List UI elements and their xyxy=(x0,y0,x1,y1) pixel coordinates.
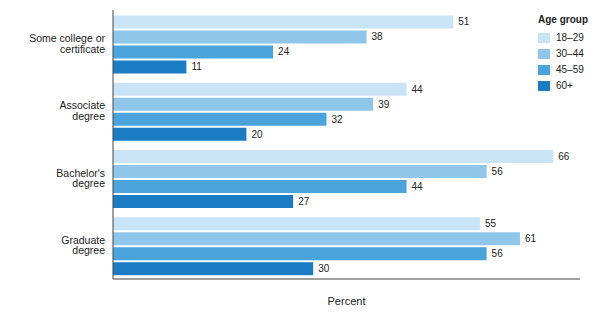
html-text:30–44: 30–44 xyxy=(556,48,584,59)
html-text:18–29: 18–29 xyxy=(556,32,584,43)
svg-text:24: 24 xyxy=(278,46,290,57)
svg-text:Graduatedegree: Graduatedegree xyxy=(61,234,105,256)
svg-text:32: 32 xyxy=(331,114,343,125)
html-text:Age group: Age group xyxy=(538,14,588,25)
svg-text:66: 66 xyxy=(558,151,570,162)
html-text:60+: 60+ xyxy=(556,80,573,91)
svg-text:44: 44 xyxy=(412,181,424,192)
svg-text:56: 56 xyxy=(492,166,504,177)
html-text:45–59: 45–59 xyxy=(556,64,584,75)
svg-text:38: 38 xyxy=(372,31,384,42)
svg-text:44: 44 xyxy=(412,84,424,95)
svg-text:39: 39 xyxy=(378,99,390,110)
svg-text:30: 30 xyxy=(318,263,330,274)
svg-text:55: 55 xyxy=(485,218,497,229)
svg-text:Associatedegree: Associatedegree xyxy=(59,99,105,122)
svg-text:51: 51 xyxy=(458,16,470,27)
svg-text:61: 61 xyxy=(525,233,537,244)
svg-text:27: 27 xyxy=(298,196,310,207)
svg-text:56: 56 xyxy=(492,248,504,259)
svg-text:Some college orcertificate: Some college orcertificate xyxy=(29,32,105,55)
svg-text:Percent: Percent xyxy=(328,295,366,307)
svg-text:20: 20 xyxy=(251,129,263,140)
svg-text:Bachelor'sdegree: Bachelor'sdegree xyxy=(56,167,105,190)
svg-text:11: 11 xyxy=(191,61,202,72)
